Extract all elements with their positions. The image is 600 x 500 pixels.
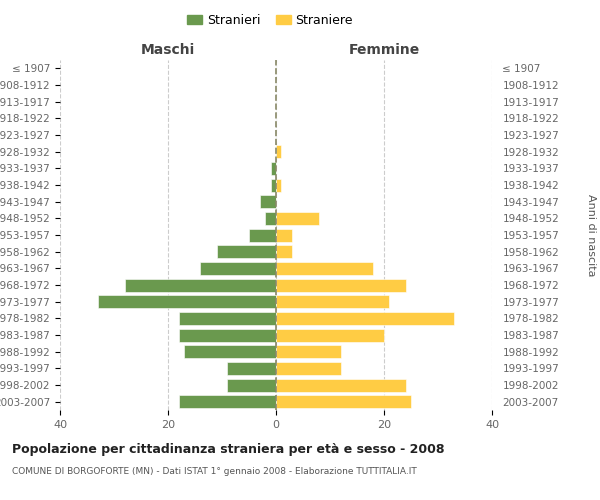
Bar xyxy=(179,328,276,342)
Text: Femmine: Femmine xyxy=(349,42,419,56)
Text: Maschi: Maschi xyxy=(141,42,195,56)
Bar xyxy=(276,362,341,375)
Text: COMUNE DI BORGOFORTE (MN) - Dati ISTAT 1° gennaio 2008 - Elaborazione TUTTITALIA: COMUNE DI BORGOFORTE (MN) - Dati ISTAT 1… xyxy=(12,468,417,476)
Text: Popolazione per cittadinanza straniera per età e sesso - 2008: Popolazione per cittadinanza straniera p… xyxy=(12,442,445,456)
Bar xyxy=(217,245,276,258)
Bar xyxy=(276,295,389,308)
Text: Anni di nascita: Anni di nascita xyxy=(586,194,596,276)
Bar xyxy=(276,278,406,291)
Bar xyxy=(271,178,276,192)
Bar xyxy=(98,295,276,308)
Bar xyxy=(271,162,276,175)
Bar xyxy=(276,178,281,192)
Bar xyxy=(276,378,406,392)
Legend: Stranieri, Straniere: Stranieri, Straniere xyxy=(182,8,358,32)
Bar xyxy=(227,362,276,375)
Bar xyxy=(276,212,319,225)
Bar xyxy=(179,395,276,408)
Bar xyxy=(265,212,276,225)
Bar xyxy=(200,262,276,275)
Bar xyxy=(179,312,276,325)
Bar xyxy=(184,345,276,358)
Bar xyxy=(249,228,276,241)
Bar xyxy=(276,345,341,358)
Bar xyxy=(227,378,276,392)
Bar xyxy=(276,145,281,158)
Bar xyxy=(276,262,373,275)
Bar xyxy=(125,278,276,291)
Bar xyxy=(276,328,384,342)
Bar xyxy=(276,395,411,408)
Bar xyxy=(276,312,454,325)
Bar xyxy=(260,195,276,208)
Bar xyxy=(276,245,292,258)
Bar xyxy=(276,228,292,241)
